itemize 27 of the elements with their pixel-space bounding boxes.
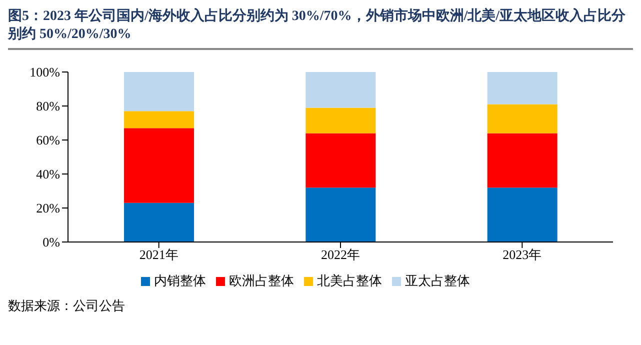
chart-title: 图5：2023 年公司国内/海外收入占比分别约为 30%/70%，外销市场中欧洲/北美/亚太地区收入占比分别约 50%/20%/30% xyxy=(8,8,633,50)
y-tick-label: 80% xyxy=(36,98,60,114)
bar xyxy=(306,108,376,134)
bar xyxy=(487,72,558,104)
bar xyxy=(306,133,376,188)
legend-label: 北美占整体 xyxy=(317,273,382,288)
bar xyxy=(487,104,558,134)
legend-label: 欧洲占整体 xyxy=(229,273,294,288)
bar xyxy=(124,128,194,203)
x-tick-label: 2022年 xyxy=(321,247,360,262)
source-note: 数据来源：公司公告 xyxy=(8,297,126,315)
legend-label: 内销整体 xyxy=(154,273,206,288)
x-tick-label: 2021年 xyxy=(139,247,178,262)
bar xyxy=(306,72,376,108)
bar xyxy=(124,111,194,128)
y-tick-label: 20% xyxy=(36,200,60,216)
bar xyxy=(124,72,194,112)
bar xyxy=(487,133,558,188)
y-tick-label: 40% xyxy=(36,166,60,182)
y-tick-label: 100% xyxy=(30,64,60,80)
y-tick-label: 0% xyxy=(42,234,60,250)
bar xyxy=(487,188,558,242)
bar xyxy=(306,188,376,242)
legend-label: 亚太占整体 xyxy=(405,273,470,288)
x-tick-label: 2023年 xyxy=(502,247,542,262)
y-tick-label: 60% xyxy=(36,132,60,148)
bar xyxy=(124,202,194,242)
